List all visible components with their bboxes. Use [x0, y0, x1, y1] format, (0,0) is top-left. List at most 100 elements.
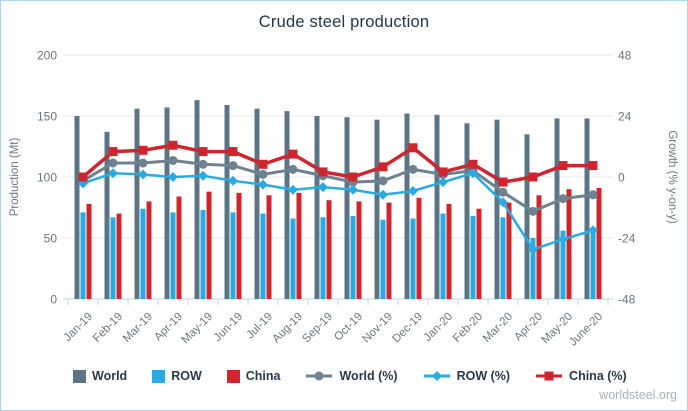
marker-china--Mar-19[interactable] — [138, 145, 148, 155]
bar-china-Jan-20[interactable] — [446, 203, 452, 299]
marker-row--Feb-20[interactable] — [468, 168, 478, 179]
bar-world-Dec-19[interactable] — [404, 113, 410, 299]
bar-row-Dec-19[interactable] — [410, 218, 416, 299]
bar-world-Jan-20[interactable] — [434, 114, 440, 299]
bar-world-Apr-20[interactable] — [524, 134, 530, 299]
bar-world-Aug-19[interactable] — [284, 111, 290, 300]
marker-china--Apr-19[interactable] — [168, 140, 178, 150]
bar-row-Apr-19[interactable] — [170, 212, 176, 299]
marker-world--Jun-19[interactable] — [228, 161, 238, 171]
marker-china--Oct-19[interactable] — [348, 172, 358, 182]
marker-row--Dec-19[interactable] — [408, 185, 418, 196]
marker-row--May-20[interactable] — [558, 234, 568, 245]
bar-world-Mar-20[interactable] — [494, 119, 500, 299]
bar-world-Oct-19[interactable] — [344, 117, 350, 299]
bar-china-May-19[interactable] — [206, 191, 212, 299]
bar-china-Dec-19[interactable] — [416, 197, 422, 299]
bar-row-Jan-19[interactable] — [80, 212, 86, 299]
bar-row-Jul-19[interactable] — [260, 213, 266, 299]
bar-row-Feb-19[interactable] — [110, 217, 116, 299]
marker-world--Apr-19[interactable] — [168, 155, 178, 165]
marker-world--Dec-19[interactable] — [408, 164, 418, 174]
bar-china-May-20[interactable] — [566, 189, 572, 299]
marker-world--Jul-19[interactable] — [258, 169, 268, 179]
marker-china--Aug-19[interactable] — [288, 149, 298, 159]
bar-world-May-20[interactable] — [554, 118, 560, 299]
marker-china--May-20[interactable] — [558, 161, 568, 171]
bar-row-Sep-19[interactable] — [320, 217, 326, 299]
bar-china-Nov-19[interactable] — [386, 202, 392, 299]
marker-china--Apr-20[interactable] — [528, 172, 538, 182]
marker-world--Aug-19[interactable] — [288, 164, 298, 174]
marker-world--Apr-20[interactable] — [528, 206, 538, 216]
marker-world--Feb-19[interactable] — [108, 158, 118, 168]
marker-row--Aug-19[interactable] — [288, 184, 298, 195]
bar-china-Jun-19[interactable] — [236, 192, 242, 299]
marker-china--June-20[interactable] — [588, 161, 598, 171]
bar-world-Sep-19[interactable] — [314, 116, 320, 299]
bar-china-Feb-20[interactable] — [476, 208, 482, 299]
bar-china-Jan-19[interactable] — [86, 203, 92, 299]
marker-world--May-19[interactable] — [198, 159, 208, 169]
marker-row--May-19[interactable] — [198, 170, 208, 181]
bar-world-Jun-19[interactable] — [224, 105, 230, 300]
bar-china-Sep-19[interactable] — [326, 200, 332, 299]
bar-china-Jul-19[interactable] — [266, 195, 272, 299]
marker-row--Apr-19[interactable] — [168, 172, 178, 182]
bar-world-Mar-19[interactable] — [134, 108, 140, 300]
marker-china--Sep-19[interactable] — [318, 167, 328, 177]
bar-world-Apr-19[interactable] — [164, 107, 170, 300]
marker-china--Jan-20[interactable] — [438, 167, 448, 177]
bar-row-May-20[interactable] — [560, 230, 566, 299]
bar-china-Feb-19[interactable] — [116, 213, 122, 299]
legend-item-china-[interactable]: China (%) — [535, 369, 627, 383]
bar-row-May-19[interactable] — [200, 209, 206, 299]
marker-china--Jan-19[interactable] — [78, 172, 88, 182]
legend-item-row-[interactable]: ROW (%) — [423, 369, 510, 383]
bar-row-Oct-19[interactable] — [350, 216, 356, 299]
marker-row--Jul-19[interactable] — [258, 179, 268, 190]
bar-china-Apr-19[interactable] — [176, 196, 182, 299]
marker-world--Nov-19[interactable] — [378, 176, 388, 186]
marker-china--Feb-19[interactable] — [108, 147, 118, 157]
marker-world--Mar-19[interactable] — [138, 158, 148, 168]
marker-china--Jul-19[interactable] — [258, 159, 268, 169]
bar-world-June-20[interactable] — [584, 118, 590, 299]
legend-item-row[interactable]: ROW — [152, 369, 202, 383]
marker-row--Nov-19[interactable] — [378, 189, 388, 200]
marker-china--Jun-19[interactable] — [228, 147, 238, 157]
bar-world-May-19[interactable] — [194, 100, 200, 299]
bar-row-Aug-19[interactable] — [290, 218, 296, 299]
bar-world-Feb-20[interactable] — [464, 123, 470, 299]
marker-china--Dec-19[interactable] — [408, 143, 418, 153]
marker-world--May-20[interactable] — [558, 194, 568, 204]
marker-row--June-20[interactable] — [588, 225, 598, 236]
bar-row-Apr-20[interactable] — [530, 238, 536, 299]
marker-row--Jun-19[interactable] — [228, 175, 238, 186]
bar-china-Aug-19[interactable] — [296, 192, 302, 299]
marker-row--Jan-20[interactable] — [438, 177, 448, 188]
bar-world-Jan-19[interactable] — [74, 116, 80, 299]
marker-china--Feb-20[interactable] — [468, 159, 478, 169]
bar-row-Nov-19[interactable] — [380, 219, 386, 299]
marker-row--Mar-20[interactable] — [498, 197, 508, 208]
bar-row-Mar-19[interactable] — [140, 208, 146, 299]
bar-china-Mar-19[interactable] — [146, 201, 152, 299]
bar-china-June-20[interactable] — [596, 187, 602, 299]
bar-world-Nov-19[interactable] — [374, 119, 380, 299]
bar-china-Mar-20[interactable] — [506, 202, 512, 299]
bar-row-Jun-19[interactable] — [230, 212, 236, 299]
marker-row--Feb-19[interactable] — [108, 168, 118, 179]
bar-world-Feb-19[interactable] — [104, 131, 110, 299]
marker-row--Mar-19[interactable] — [138, 169, 148, 180]
bar-world-Jul-19[interactable] — [254, 108, 260, 300]
bar-row-Jan-20[interactable] — [440, 213, 446, 299]
legend-item-world-[interactable]: World (%) — [305, 369, 398, 383]
legend-item-world[interactable]: World — [73, 369, 127, 383]
marker-row--Sep-19[interactable] — [318, 182, 328, 193]
bar-row-June-20[interactable] — [590, 231, 596, 299]
bar-china-Oct-19[interactable] — [356, 201, 362, 299]
marker-world--Mar-20[interactable] — [498, 187, 508, 197]
bar-row-Feb-20[interactable] — [470, 216, 476, 299]
marker-world--June-20[interactable] — [588, 190, 598, 200]
